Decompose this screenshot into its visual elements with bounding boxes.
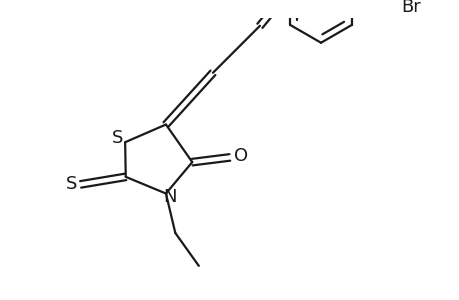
Text: O: O xyxy=(234,146,248,164)
Text: S: S xyxy=(112,130,123,148)
Text: Br: Br xyxy=(400,0,420,16)
Text: S: S xyxy=(65,176,77,194)
Text: N: N xyxy=(162,188,176,206)
